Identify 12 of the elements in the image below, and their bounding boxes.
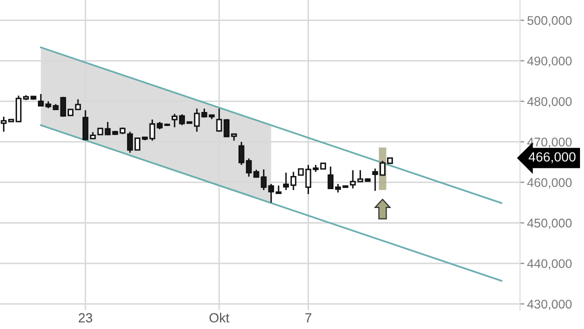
- text: 466,000: [528, 152, 576, 164]
- y-tick-label: 460,000: [527, 178, 572, 188]
- y-tick-label: 480,000: [527, 97, 572, 108]
- y-tick-label: 500,000: [527, 16, 572, 26]
- y-tick-label: 440,000: [527, 259, 572, 270]
- x-tick-label: 23: [78, 313, 92, 322]
- x-tick-label: Okt: [210, 312, 230, 322]
- x-tick-label: 7: [305, 313, 312, 322]
- y-tick-label: 450,000: [527, 218, 572, 230]
- y-tick-label: 490,000: [527, 56, 572, 67]
- y-tick-label: 430,000: [527, 300, 572, 310]
- y-tick-label: 470,000: [527, 138, 572, 148]
